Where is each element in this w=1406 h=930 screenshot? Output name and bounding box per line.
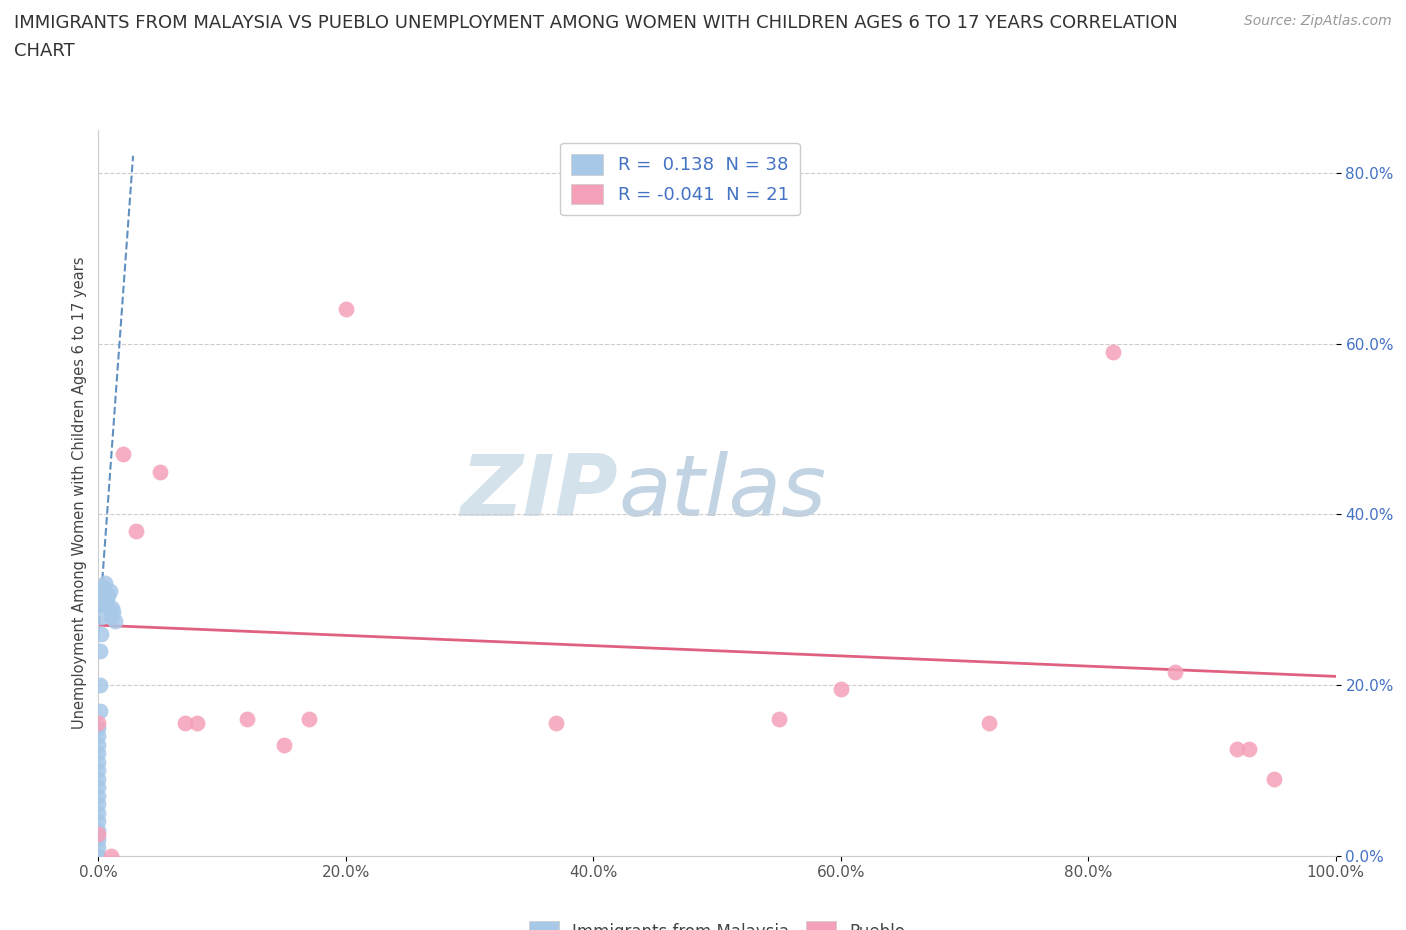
Point xyxy=(98,584,121,599)
Point xyxy=(89,703,111,718)
Point xyxy=(87,771,110,786)
Point xyxy=(186,716,208,731)
Point xyxy=(273,737,295,752)
Point xyxy=(93,579,115,594)
Point xyxy=(87,763,110,777)
Point xyxy=(93,584,115,599)
Legend: Immigrants from Malaysia, Pueblo: Immigrants from Malaysia, Pueblo xyxy=(522,915,912,930)
Text: Source: ZipAtlas.com: Source: ZipAtlas.com xyxy=(1244,14,1392,28)
Point xyxy=(546,716,568,731)
Point xyxy=(112,447,135,462)
Point xyxy=(91,588,114,603)
Point xyxy=(87,848,110,863)
Point xyxy=(93,575,115,590)
Point xyxy=(87,848,110,863)
Text: CHART: CHART xyxy=(14,42,75,60)
Point xyxy=(87,720,110,735)
Point xyxy=(97,588,120,603)
Point xyxy=(94,596,117,611)
Text: atlas: atlas xyxy=(619,451,827,535)
Point xyxy=(830,682,852,697)
Point xyxy=(89,644,111,658)
Point xyxy=(87,848,110,863)
Point xyxy=(87,840,110,855)
Point xyxy=(87,827,110,842)
Point xyxy=(87,822,110,837)
Point xyxy=(100,609,122,624)
Point xyxy=(96,592,118,607)
Point xyxy=(103,604,125,619)
Point xyxy=(87,754,110,769)
Point xyxy=(1102,345,1125,360)
Point xyxy=(1263,771,1285,786)
Point xyxy=(87,746,110,761)
Point xyxy=(87,814,110,829)
Text: IMMIGRANTS FROM MALAYSIA VS PUEBLO UNEMPLOYMENT AMONG WOMEN WITH CHILDREN AGES 6: IMMIGRANTS FROM MALAYSIA VS PUEBLO UNEMP… xyxy=(14,14,1178,32)
Point xyxy=(87,789,110,804)
Point xyxy=(101,601,124,616)
Point xyxy=(298,711,321,726)
Point xyxy=(149,464,172,479)
Point xyxy=(1164,665,1187,680)
Point xyxy=(174,716,197,731)
Point xyxy=(335,302,357,317)
Point xyxy=(89,677,111,692)
Point xyxy=(1226,741,1249,756)
Point xyxy=(87,831,110,846)
Point xyxy=(87,780,110,795)
Point xyxy=(236,711,259,726)
Point xyxy=(87,737,110,752)
Point xyxy=(87,848,110,863)
Point xyxy=(87,805,110,820)
Point xyxy=(87,729,110,744)
Point xyxy=(1237,741,1260,756)
Point xyxy=(90,609,112,624)
Point xyxy=(103,614,125,629)
Point xyxy=(100,848,122,863)
Point xyxy=(87,848,110,863)
Point xyxy=(90,626,112,641)
Point xyxy=(768,711,790,726)
Y-axis label: Unemployment Among Women with Children Ages 6 to 17 years: Unemployment Among Women with Children A… xyxy=(72,257,87,729)
Text: ZIP: ZIP xyxy=(460,451,619,535)
Point xyxy=(87,797,110,812)
Point xyxy=(124,524,146,538)
Point xyxy=(91,596,114,611)
Point xyxy=(87,716,110,731)
Point xyxy=(979,716,1001,731)
